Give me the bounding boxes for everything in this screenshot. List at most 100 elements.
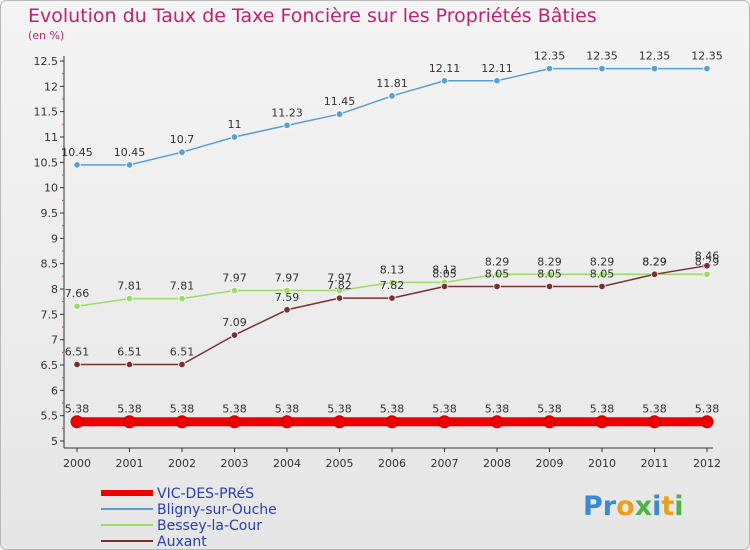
data-point <box>493 270 501 279</box>
unit-label: (en %) <box>28 29 65 42</box>
data-label: 6.51 <box>65 345 90 358</box>
data-label: 8.13 <box>432 263 457 276</box>
y-tick-label: 6 <box>51 384 58 397</box>
data-label: 5.38 <box>432 403 457 416</box>
data-point <box>545 270 554 279</box>
data-point <box>440 282 449 291</box>
data-point <box>388 278 396 287</box>
data-point <box>230 331 239 339</box>
data-point <box>335 110 344 118</box>
data-point <box>650 270 659 279</box>
data-point <box>703 270 711 279</box>
chart-title: Evolution du Taux de Taxe Foncière sur l… <box>28 5 597 27</box>
data-point <box>283 121 291 130</box>
logo-letter: t <box>661 491 675 522</box>
data-label: 7.59 <box>275 291 300 304</box>
data-point <box>493 77 501 85</box>
data-label: 8.29 <box>485 255 510 268</box>
data-point <box>703 261 711 270</box>
data-label: 5.38 <box>275 403 300 416</box>
proxiti-logo: Proxiti <box>583 491 684 522</box>
x-tick-label: 2003 <box>221 457 249 470</box>
data-point <box>493 282 501 291</box>
data-point <box>283 286 291 295</box>
x-tick-label: 2006 <box>378 457 406 470</box>
data-label: 12.11 <box>481 62 513 75</box>
data-point <box>388 294 396 302</box>
data-point <box>545 282 554 291</box>
data-label: 8.46 <box>695 250 720 263</box>
data-point <box>595 415 609 429</box>
data-point <box>70 415 84 429</box>
data-point <box>123 415 136 429</box>
y-tick-label: 7 <box>51 334 58 347</box>
data-label: 6.51 <box>117 345 142 358</box>
data-label: 10.45 <box>61 146 93 159</box>
x-tick-label: 2010 <box>588 457 616 470</box>
x-tick-label: 2011 <box>641 457 669 470</box>
data-label: 5.38 <box>170 403 195 416</box>
data-point <box>385 415 399 429</box>
data-label: 11 <box>228 118 242 131</box>
data-point <box>335 286 344 295</box>
data-label: 7.81 <box>170 280 195 293</box>
y-tick-label: 9 <box>51 232 58 245</box>
data-point <box>490 415 504 429</box>
data-point <box>280 415 294 429</box>
data-label: 5.38 <box>642 403 667 416</box>
data-label: 8.29 <box>537 255 562 268</box>
data-point <box>178 294 186 303</box>
data-point <box>125 161 134 169</box>
y-tick-label: 11 <box>44 131 58 144</box>
data-point <box>703 64 711 73</box>
logo-letter: P <box>583 491 603 522</box>
data-label: 7.66 <box>65 287 90 300</box>
data-label: 7.82 <box>327 279 352 292</box>
data-label: 12.11 <box>429 62 461 75</box>
data-label: 5.38 <box>222 403 247 416</box>
y-tick-label: 12.5 <box>34 55 59 68</box>
y-tick-label: 5 <box>51 435 58 448</box>
data-label: 5.38 <box>65 403 90 416</box>
data-label: 8.05 <box>537 267 562 280</box>
data-point <box>388 92 396 100</box>
data-point <box>178 360 186 369</box>
data-label: 12.35 <box>691 50 723 63</box>
logo-letter: i <box>652 491 662 522</box>
data-label: 12.35 <box>586 50 618 63</box>
y-tick-label: 10 <box>44 182 58 195</box>
data-label: 8.29 <box>642 255 667 268</box>
data-label: 5.38 <box>117 403 142 416</box>
data-label: 5.38 <box>590 403 615 416</box>
x-tick-label: 2007 <box>431 457 459 470</box>
legend-label: Auxant <box>157 534 207 549</box>
legend-label: VIC-DES-PRéS <box>157 486 254 502</box>
y-tick-label: 9.5 <box>41 207 59 220</box>
data-point <box>700 415 714 429</box>
data-point <box>335 294 344 302</box>
data-point <box>598 64 606 73</box>
data-label: 11.45 <box>324 95 356 108</box>
data-point <box>178 148 186 156</box>
data-label: 11.81 <box>376 77 408 90</box>
data-label: 7.97 <box>222 272 247 285</box>
data-label: 8.29 <box>695 255 720 268</box>
data-label: 7.81 <box>117 280 142 293</box>
data-point <box>598 282 606 291</box>
data-label: 8.29 <box>642 255 667 268</box>
data-label: 6.51 <box>170 345 195 358</box>
x-tick-label: 2001 <box>116 457 144 470</box>
x-tick-label: 2000 <box>63 457 91 470</box>
legend-label: Bligny-sur-Ouche <box>157 502 277 518</box>
data-label: 12.35 <box>639 50 671 63</box>
data-label: 10.7 <box>170 133 195 146</box>
data-point <box>598 270 606 279</box>
data-label: 12.35 <box>534 50 566 63</box>
data-point <box>73 161 81 169</box>
x-tick-label: 2004 <box>273 457 301 470</box>
data-label: 7.09 <box>222 316 247 329</box>
x-tick-label: 2012 <box>693 457 721 470</box>
x-tick-label: 2005 <box>326 457 354 470</box>
data-label: 5.38 <box>695 403 720 416</box>
